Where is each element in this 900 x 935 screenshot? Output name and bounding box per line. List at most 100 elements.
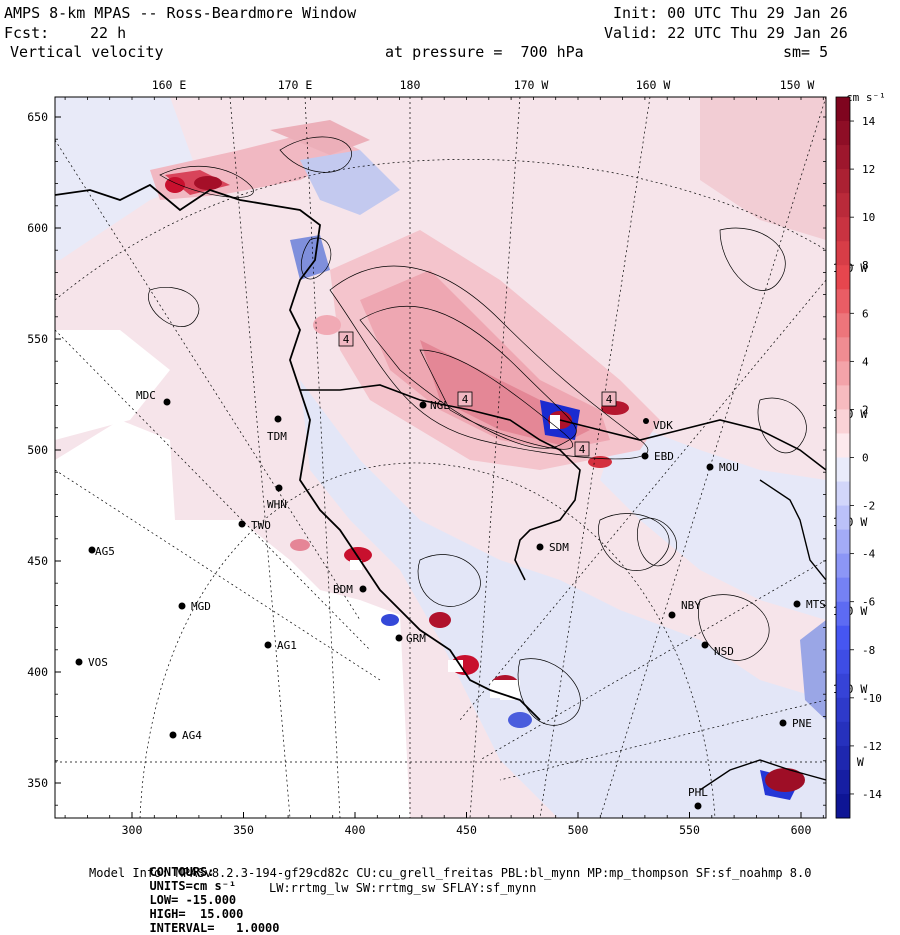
colorbar-tick-label: -8: [862, 644, 875, 657]
station-dot: [419, 401, 427, 409]
graticule: [55, 97, 826, 818]
colorbar-swatch: [836, 793, 850, 819]
pos-region-ne: [700, 97, 826, 240]
lon-label: 150 W: [780, 78, 815, 92]
station-dot: [643, 418, 649, 424]
neg-region-nw: [55, 97, 200, 260]
colorbar-swatch: [836, 457, 850, 483]
contours-units: UNITS=cm s⁻¹: [149, 879, 237, 893]
station-label: WHN: [267, 498, 287, 511]
y-tick-label: 650: [27, 110, 48, 124]
pos-cell-n: [270, 120, 370, 155]
colorbar-swatch: [836, 625, 850, 651]
station-dot: [706, 463, 714, 471]
y-tick-label: 450: [27, 554, 48, 568]
station-dot: [641, 452, 649, 460]
plot-frame: [54, 96, 827, 819]
footer-contours: CONTOURS: UNITS=cm s⁻¹ LOW= -15.000 HIGH…: [135, 851, 279, 935]
station-dot: [238, 520, 246, 528]
colorbar-swatch: [836, 265, 850, 290]
neg-region-east: [600, 420, 826, 620]
colorbar-swatch: [836, 577, 850, 603]
station-label: MTS: [806, 598, 826, 611]
station-label: VOS: [88, 656, 108, 669]
lon-label: 170 E: [278, 78, 313, 92]
colorbar-tick-label: -10: [862, 692, 882, 705]
neg-cell-5: [800, 620, 826, 720]
colorbar: cm s⁻¹ 14 12 10 8 6 4 2 0 -2 -4 -6 -8 -10 -12 -14: [835, 91, 886, 819]
y-tick-label: 400: [27, 665, 48, 679]
contour-label: 4: [462, 393, 469, 406]
station-dot: [536, 543, 544, 551]
colorbar-swatch: [836, 217, 850, 242]
colorbar-swatch: [836, 409, 850, 434]
colorbar-tick-label: 4: [862, 355, 869, 368]
x-tick-label: 400: [345, 823, 366, 837]
contour-label: 4: [606, 393, 613, 406]
colorbar-swatch: [836, 361, 850, 386]
station-dot: [88, 546, 96, 554]
station-dot: [359, 585, 367, 593]
coastline: [55, 183, 541, 721]
no-data-region-w: [55, 330, 170, 440]
station-label: SDM: [549, 541, 569, 554]
forecast-hour: 22 h: [90, 24, 127, 42]
colorbar-swatch: [836, 553, 850, 579]
se-coast: [699, 759, 826, 791]
colorbar-tick-label: 14: [862, 115, 876, 128]
map-title: AMPS 8-km MPAS -- Ross-Beardmore Window: [4, 4, 357, 22]
station-label: MDC: [136, 389, 156, 402]
station-label: NGL: [430, 399, 450, 412]
x-tick-label: 600: [791, 823, 812, 837]
station-dot: [163, 398, 171, 406]
x-tick-label: 350: [233, 823, 254, 837]
station-dot: [701, 641, 709, 649]
valid-time: Valid: 22 UTC Thu 29 Jan 26: [604, 24, 848, 42]
smoothing-value: sm= 5: [783, 43, 829, 61]
station-label: MOU: [719, 461, 739, 474]
plot-area: 4 4 4 4 MDC TDM WHN TWO AG5 MGD AG1 VOS: [55, 97, 826, 818]
colorbar-tick-label: -4: [862, 548, 876, 561]
colorbar-tick-label: -2: [862, 500, 875, 513]
colorbar-tick-label: 10: [862, 211, 875, 224]
y-axis: 650 600 550 500 450 400 350: [27, 110, 826, 806]
colorbar-tick-label: -6: [862, 596, 875, 609]
colorbar-swatch: [836, 505, 850, 531]
marie-byrd-coast: [559, 419, 826, 471]
contour-lines: [148, 136, 807, 726]
station-label: NBY: [681, 599, 701, 612]
colorbar-swatch: [836, 289, 850, 314]
lon-label: 180: [400, 78, 421, 92]
top-lon-labels: 160 E 170 E 180 170 W 160 W 150 W: [152, 78, 815, 92]
colorbar-swatch: [836, 433, 850, 458]
station-label: AG1: [277, 639, 297, 652]
colorbar-swatch: [836, 121, 850, 146]
x-tick-label: 500: [568, 823, 589, 837]
station-label: PHL: [688, 786, 708, 799]
colorbar-swatch: [836, 97, 850, 122]
colorbar-swatch: [836, 481, 850, 507]
colorbar-swatch: [836, 601, 850, 627]
east-coast: [759, 479, 826, 581]
model-info: Model Info: MPASv8.2.3-194-gf29cd82c CU:…: [89, 866, 812, 880]
station-dot: [395, 634, 403, 642]
y-tick-label: 550: [27, 332, 48, 346]
neg-cell-1: [290, 235, 330, 280]
station-dot: [275, 484, 283, 492]
colorbar-swatch: [836, 385, 850, 410]
station-label: EBD: [654, 450, 674, 463]
station-dot: [793, 600, 801, 608]
contour-label: 4: [579, 443, 586, 456]
ice-shelf-front: [300, 384, 581, 581]
model-info-2: LW:rrtmg_lw SW:rrtmg_sw SFLAY:sf_mynn: [269, 881, 537, 895]
colorbar-tick-label: -12: [862, 740, 882, 753]
stations: MDC TDM WHN TWO AG5 MGD AG1 VOS AG4 BDM …: [75, 389, 826, 810]
contour-label: 4: [343, 333, 350, 346]
station-label: GRM: [406, 632, 426, 645]
colorbar-swatch: [836, 145, 850, 170]
station-label: NSD: [714, 645, 734, 658]
colorbar-swatch: [836, 769, 850, 795]
neg-cell-2: [300, 150, 400, 215]
colorbar-tick-label: 2: [862, 403, 869, 416]
station-dot: [178, 602, 186, 610]
